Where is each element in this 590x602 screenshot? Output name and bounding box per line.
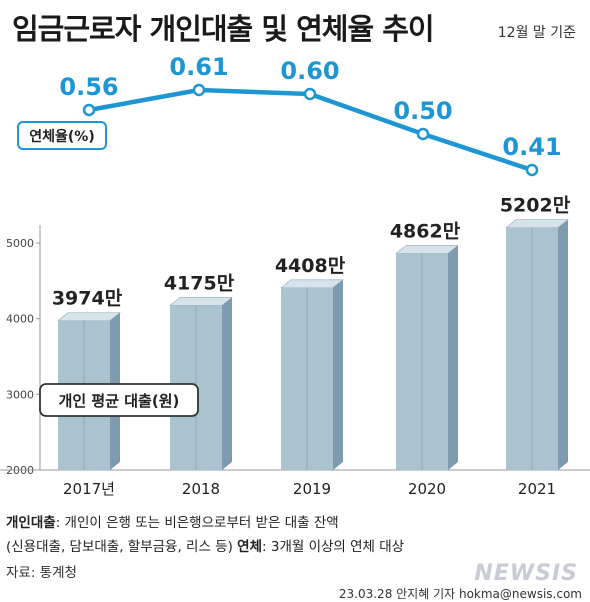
bar-value-label: 5202만 (500, 195, 571, 217)
footnote-delinquency-text: : 3개월 이상의 연체 대상 (262, 539, 405, 555)
y-tick-label: 5000 (6, 237, 34, 250)
newsis-logo: NEWSIS (474, 561, 578, 586)
line-series: 0.56 0.61 0.60 0.50 0.41 (59, 53, 562, 177)
line-value-label: 0.50 (393, 97, 452, 125)
bar-side-face (222, 297, 232, 470)
footnote-delinquency-term: 연체 (237, 539, 263, 555)
delinquency-line (88, 87, 533, 173)
line-value-label: 0.60 (280, 57, 339, 85)
line-point (82, 103, 96, 117)
footnote-loan-types: (신용대출, 담보대출, 할부금융, 리스 등) (6, 539, 238, 555)
x-category-label: 2018 (182, 480, 220, 498)
x-category-label: 2019 (293, 480, 331, 498)
bar-value-label: 4408만 (275, 255, 346, 277)
bar-value-label: 4862만 (390, 220, 461, 242)
bar-series: 3974만 2017년 4175만 2018 4408만 2019 4862만 2020 520… (52, 195, 571, 498)
line-point (416, 127, 430, 141)
chart-basis-note: 12월 말 기준 (497, 25, 576, 41)
line-value-label: 0.61 (169, 53, 228, 81)
credit-line: 23.03.28 안지혜 기자 hokma@newsis.com (338, 587, 582, 601)
y-tick-label: 4000 (6, 313, 34, 326)
chart-footer: 개인대출: 개인이 은행 또는 비은행으로부터 받은 대출 잔액 (신용대출, … (0, 505, 590, 601)
bar-top-face (505, 219, 569, 229)
source-note: 자료: 통계청 (6, 565, 77, 581)
x-category-label: 2020 (408, 480, 446, 498)
x-category-label: 2021 (518, 480, 556, 498)
line-value-label: 0.56 (59, 73, 118, 101)
footnote-loan: 개인대출: 개인이 은행 또는 비은행으로부터 받은 대출 잔액 (6, 511, 339, 531)
x-category-label: 2017년 (63, 480, 115, 498)
line-point (192, 83, 206, 97)
legends: 연체율(%) 개인 평균 대출(원) (17, 121, 199, 417)
chart-header: 임금근로자 개인대출 및 연체율 추이 12월 말 기준 (0, 0, 590, 52)
bar-legend-label: 개인 평균 대출(원) (59, 392, 180, 410)
bar-top-face (169, 297, 233, 306)
bar-value-label: 3974만 (52, 288, 123, 310)
line-point (525, 163, 539, 177)
bar-top-face (280, 279, 344, 289)
bar-side-face (333, 279, 343, 470)
bar-side-face (558, 219, 568, 470)
footnote-loan-text: : 개인이 은행 또는 비은행으로부터 받은 대출 잔액 (55, 515, 339, 531)
bar-top-face (395, 245, 459, 254)
bar-value-label: 4175만 (164, 272, 235, 294)
line-legend-label: 연체율(%) (29, 128, 94, 145)
footnote-delinquency: (신용대출, 담보대출, 할부금융, 리스 등) 연체: 3개월 이상의 연체 … (6, 535, 404, 555)
bar-top-face (57, 312, 121, 321)
bar-legend-box (39, 383, 199, 417)
footnote-loan-term: 개인대출 (6, 515, 56, 531)
y-tick-label: 3000 (6, 388, 34, 401)
line-point (303, 87, 317, 101)
line-legend-box (17, 121, 107, 150)
chart-title: 임금근로자 개인대출 및 연체율 추이 (12, 12, 435, 46)
bar-side-face (448, 245, 458, 470)
line-value-label: 0.41 (502, 133, 561, 161)
